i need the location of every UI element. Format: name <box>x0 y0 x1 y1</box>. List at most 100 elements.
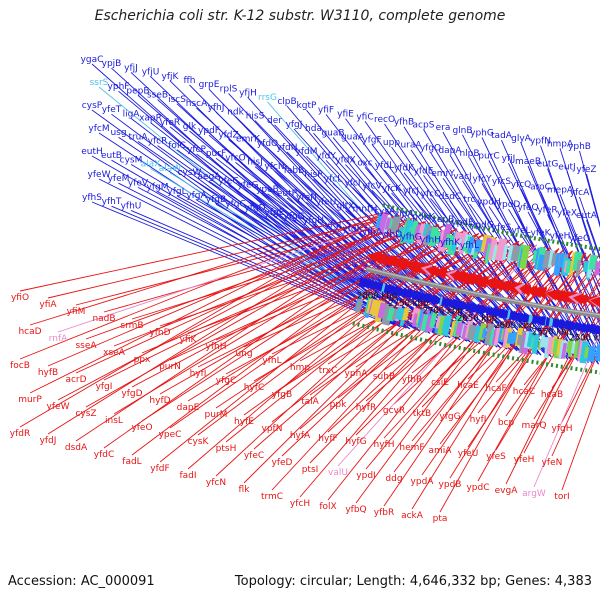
forward-gene-label[interactable]: emrY <box>431 169 455 179</box>
reverse-gene-label[interactable]: ypdC <box>466 483 489 493</box>
forward-gene-label[interactable]: yfeO <box>569 234 590 244</box>
forward-gene-label[interactable]: yfcM <box>88 124 109 134</box>
forward-gene-label[interactable]: glnB <box>452 126 472 136</box>
forward-gene-label[interactable]: usg <box>110 128 126 138</box>
forward-gene-label[interactable]: yfiE <box>337 110 354 120</box>
reverse-gene-label[interactable]: yfdJ <box>40 436 57 446</box>
forward-gene-label[interactable]: yfhG <box>400 233 421 243</box>
forward-gene-label[interactable]: yfdX <box>335 156 355 166</box>
forward-gene-label[interactable]: yfhS <box>82 193 102 203</box>
forward-gene-label[interactable]: yfgM <box>147 183 169 193</box>
reverse-gene-label[interactable]: ypdI <box>356 471 375 481</box>
forward-gene-label[interactable]: vacJ <box>453 172 471 182</box>
forward-gene-label[interactable]: yfeS <box>492 223 512 233</box>
forward-gene-label[interactable]: yfhJ <box>208 103 225 113</box>
forward-gene-label[interactable]: glyA <box>511 134 532 144</box>
reverse-gene-label[interactable]: yfcN <box>206 478 226 488</box>
reverse-gene-label[interactable]: pta <box>433 514 448 524</box>
forward-gene-label[interactable]: ndk <box>227 107 244 117</box>
forward-gene-label[interactable]: glk <box>183 122 197 132</box>
forward-gene-label[interactable]: yfjJ <box>124 63 138 73</box>
forward-gene-label[interactable]: yfdY <box>316 151 336 161</box>
reverse-gene-label[interactable]: hyfA <box>290 431 311 441</box>
forward-gene-label[interactable]: guaB <box>321 128 344 138</box>
forward-gene-label[interactable]: xapR <box>139 114 162 124</box>
reverse-gene-label[interactable]: amiA <box>429 446 453 456</box>
reverse-gene-label[interactable]: hcaE <box>457 381 479 391</box>
forward-gene-label[interactable]: yphF <box>108 82 130 92</box>
forward-gene-label[interactable]: cysM <box>120 155 143 165</box>
reverse-gene-label[interactable]: insL <box>105 416 123 426</box>
forward-gene-label[interactable]: yfcV <box>362 181 382 191</box>
reverse-gene-label[interactable]: folX <box>319 502 336 512</box>
forward-gene-label[interactable]: yfdL <box>375 161 394 171</box>
forward-gene-label[interactable]: yfdM <box>296 147 318 157</box>
forward-gene-label[interactable]: yfdO <box>257 139 278 149</box>
forward-gene-label[interactable]: yfeM <box>108 174 130 184</box>
forward-gene-label[interactable]: hisJ <box>247 158 263 168</box>
forward-gene-label[interactable]: ligA <box>123 109 141 119</box>
forward-gene-label[interactable]: aroC <box>530 183 551 193</box>
reverse-gene-label[interactable]: hmp <box>290 363 310 373</box>
reverse-gene-label[interactable]: ypdB <box>439 480 462 490</box>
forward-gene-label[interactable]: yfeL <box>511 226 530 236</box>
forward-gene-label[interactable]: era <box>436 123 451 133</box>
forward-gene-label[interactable]: yfeG <box>237 181 258 191</box>
reverse-gene-label[interactable]: hyfG <box>345 437 366 447</box>
reverse-gene-label[interactable]: hcaB <box>541 390 563 400</box>
reverse-gene-label[interactable]: yfiM <box>67 307 86 317</box>
reverse-gene-label[interactable]: yfgI <box>96 382 113 392</box>
forward-gene-label[interactable]: yfhA <box>362 227 383 237</box>
forward-gene-label[interactable]: guaA <box>341 133 365 143</box>
reverse-gene-label[interactable]: acrD <box>65 375 86 385</box>
forward-gene-label[interactable]: truA <box>128 132 148 142</box>
forward-gene-label[interactable]: yfcQ <box>511 180 532 190</box>
forward-gene-label[interactable]: yfcS <box>492 177 511 187</box>
reverse-gene-label[interactable]: yfhD <box>149 328 170 338</box>
forward-gene-label[interactable]: yfeQ <box>517 203 538 213</box>
forward-gene-label[interactable]: folC <box>168 141 185 151</box>
forward-gene-label[interactable]: gltX <box>337 202 355 212</box>
forward-gene-label[interactable]: yfcC <box>421 189 441 199</box>
forward-gene-label[interactable]: yfhB <box>394 118 414 128</box>
reverse-gene-label[interactable]: yfeD <box>272 458 293 468</box>
forward-gene-label[interactable]: yfhH <box>420 235 441 245</box>
reverse-gene-label[interactable]: hyfR <box>356 403 376 413</box>
reverse-gene-label[interactable]: srmB <box>120 321 143 331</box>
forward-gene-label[interactable]: yfgH <box>303 216 324 226</box>
forward-gene-label[interactable]: yfcY <box>473 175 492 185</box>
forward-gene-label[interactable]: yfgK <box>342 225 363 235</box>
forward-gene-label[interactable]: aegA <box>198 172 222 182</box>
reverse-gene-label[interactable]: talA <box>301 397 320 407</box>
reverse-gene-label[interactable]: hyfJ <box>470 415 487 425</box>
forward-gene-label[interactable]: kgtP <box>297 101 317 111</box>
reverse-gene-label[interactable]: yfeW <box>47 402 70 412</box>
forward-gene-label[interactable]: alaX <box>141 160 161 170</box>
reverse-gene-label[interactable]: cysK <box>188 437 210 447</box>
reverse-gene-label[interactable]: sseA <box>75 341 97 351</box>
reverse-gene-label[interactable]: valU <box>328 468 348 478</box>
forward-gene-label[interactable]: yfhD <box>381 230 402 240</box>
forward-gene-label[interactable]: ypfN <box>530 137 551 147</box>
forward-gene-label[interactable]: dsdC <box>439 192 461 202</box>
reverse-gene-label[interactable]: yfgH <box>552 424 573 434</box>
forward-gene-label[interactable]: yfcP <box>187 145 206 155</box>
reverse-gene-label[interactable]: csiE <box>431 378 449 388</box>
forward-gene-label[interactable]: eutH <box>81 147 103 157</box>
reverse-gene-label[interactable]: yfhR <box>402 375 422 385</box>
forward-gene-label[interactable]: yfcL <box>324 174 342 184</box>
forward-gene-label[interactable]: ypdH <box>477 198 501 208</box>
forward-gene-label[interactable]: yfdN <box>277 143 298 153</box>
forward-gene-label[interactable]: yfcI <box>344 179 360 189</box>
forward-gene-label[interactable]: yfeK <box>531 229 552 239</box>
reverse-gene-label[interactable]: hcaC <box>513 387 535 397</box>
forward-gene-label[interactable]: fabB <box>284 166 305 176</box>
forward-gene-label[interactable]: ypdG <box>470 221 494 231</box>
reverse-gene-label[interactable]: yfbR <box>374 508 394 518</box>
reverse-gene-label[interactable]: hyfD <box>149 396 170 406</box>
forward-gene-label[interactable]: pepB <box>126 86 149 96</box>
reverse-gene-label[interactable]: yfgD <box>121 389 142 399</box>
reverse-gene-label[interactable]: dsdA <box>65 443 88 453</box>
forward-gene-label[interactable]: hscA <box>186 99 208 109</box>
reverse-gene-label[interactable]: cysZ <box>75 409 96 419</box>
